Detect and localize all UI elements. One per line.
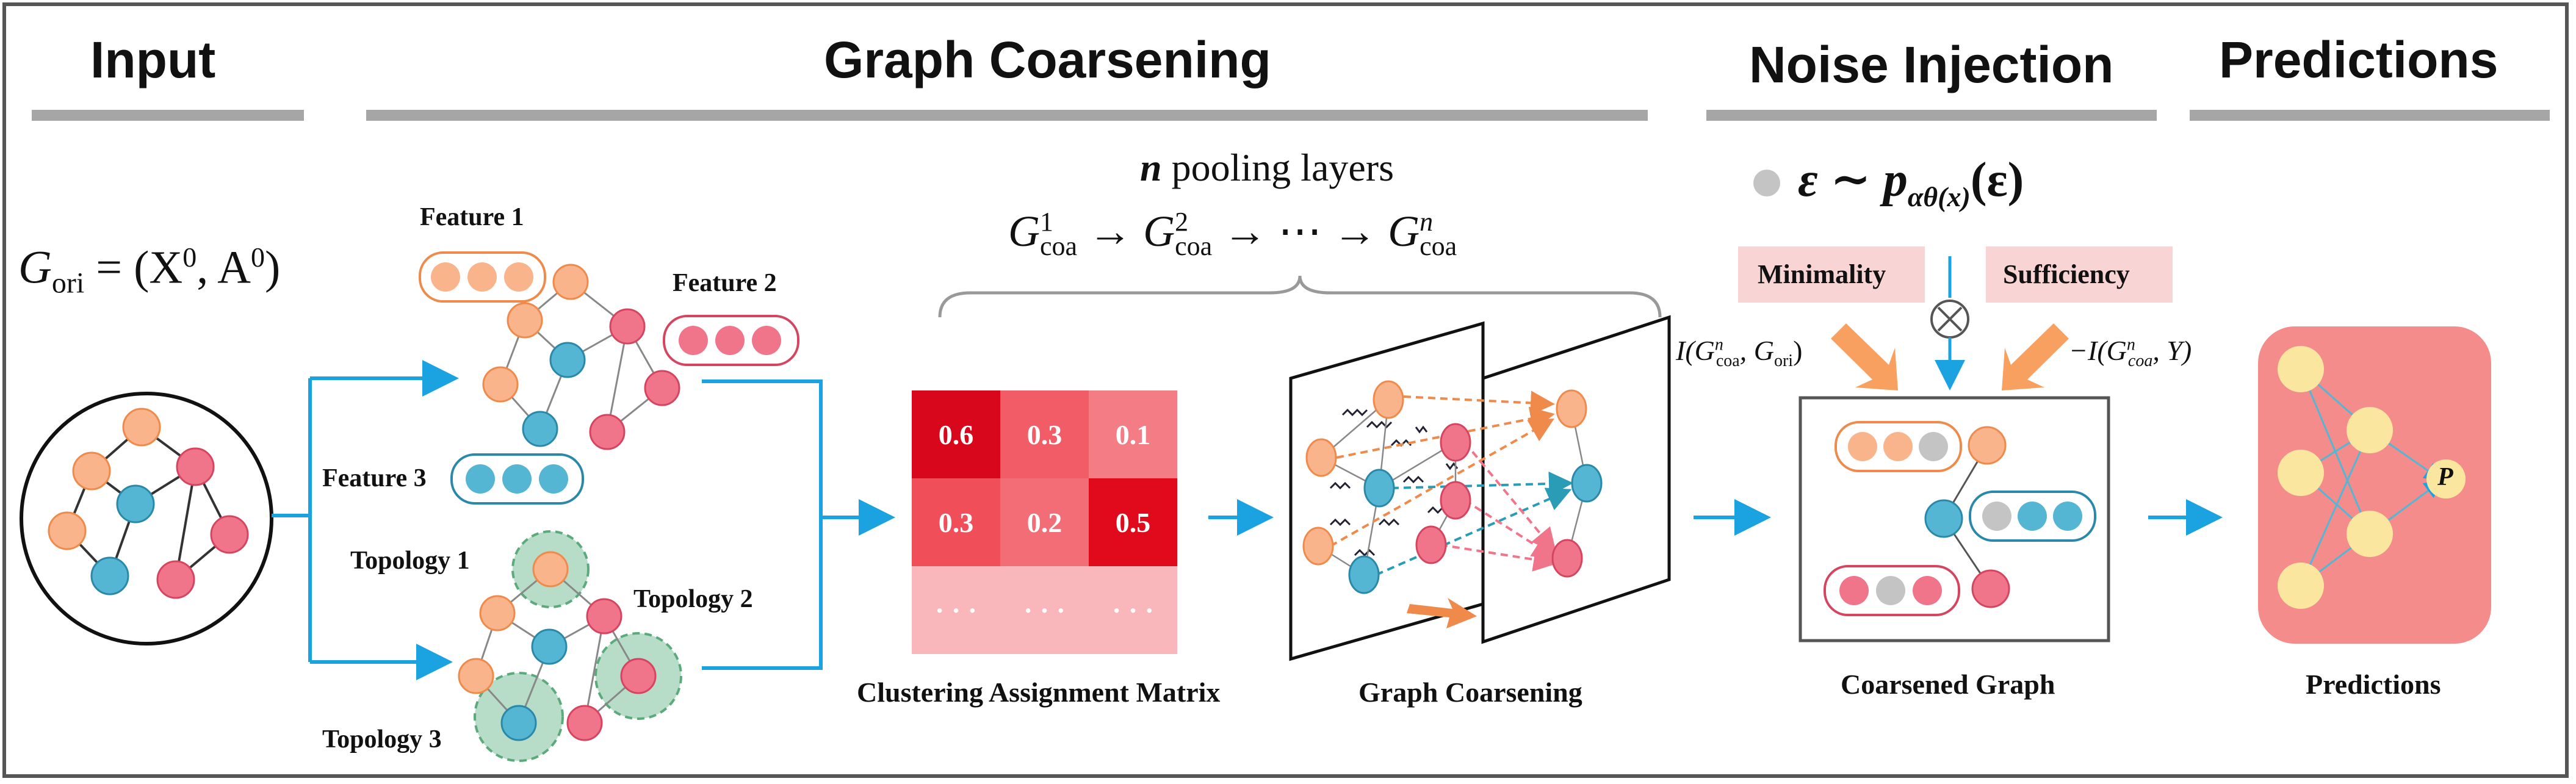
section-divider-input bbox=[32, 110, 304, 121]
mutual-info-prediction-term: −I(Gncoa, Y) bbox=[2069, 335, 2192, 371]
matrix-cell: 0.5 bbox=[1089, 478, 1177, 566]
section-divider-coarsening bbox=[366, 110, 1648, 121]
matrix-cell: 0.6 bbox=[912, 390, 1000, 478]
section-title-graph-coarsening: Graph Coarsening bbox=[824, 31, 1271, 88]
topology-graph bbox=[458, 530, 682, 762]
pooling-sequence: G1coa → G2coa → ⋯ → Gncoa bbox=[1008, 207, 1457, 262]
input-graph bbox=[20, 392, 273, 646]
topology-1-label: Topology 1 bbox=[350, 547, 470, 575]
mutual-info-compression-term: I(Gncoa, Gori) bbox=[1676, 335, 1803, 371]
branch-arrows bbox=[272, 360, 2223, 680]
matrix-cell: · · · bbox=[1089, 566, 1177, 654]
input-graph-formula: Gori = (X0, A0) bbox=[18, 242, 281, 300]
feature-2-label: Feature 2 bbox=[673, 269, 777, 297]
pooling-brace bbox=[938, 275, 1662, 318]
minimality-label: Minimality bbox=[1758, 259, 1886, 289]
prediction-network bbox=[2258, 326, 2491, 644]
matrix-cell: 0.3 bbox=[912, 478, 1000, 566]
feature-1-label: Feature 1 bbox=[420, 203, 524, 231]
feature-3-label: Feature 3 bbox=[322, 464, 427, 492]
minimality-box bbox=[1738, 246, 1925, 303]
graph-coarsening-planes bbox=[1289, 315, 1671, 661]
pooling-layers-label: n pooling layers bbox=[1140, 146, 1394, 189]
matrix-cell: · · · bbox=[912, 566, 1000, 654]
prediction-output-node-label: P bbox=[2437, 463, 2453, 491]
matrix-caption: Clustering Assignment Matrix bbox=[857, 677, 1221, 708]
predictions-caption: Predictions bbox=[2306, 669, 2441, 700]
sufficiency-label: Sufficiency bbox=[2003, 259, 2130, 289]
coarsened-graph-caption: Coarsened Graph bbox=[1841, 669, 2055, 700]
noise-distribution-formula: ε ∼ pαθ(x)(ε) bbox=[1798, 153, 2024, 212]
topology-3-label: Topology 3 bbox=[322, 725, 442, 753]
section-title-noise-injection: Noise Injection bbox=[1749, 36, 2114, 93]
section-title-input: Input bbox=[90, 31, 216, 88]
section-divider-predictions bbox=[2190, 110, 2550, 121]
topology-2-label: Topology 2 bbox=[633, 585, 753, 613]
clustering-assignment-matrix: 0.6 0.3 0.1 0.3 0.2 0.5 · · · · · · · · · bbox=[912, 390, 1178, 654]
section-divider-noise bbox=[1706, 110, 2157, 121]
matrix-cell: 0.3 bbox=[1000, 390, 1089, 478]
matrix-cell: · · · bbox=[1000, 566, 1089, 654]
section-title-predictions: Predictions bbox=[2219, 31, 2498, 88]
graph-coarsening-caption: Graph Coarsening bbox=[1358, 677, 1582, 708]
matrix-cell: 0.1 bbox=[1089, 390, 1177, 478]
feature-graph bbox=[419, 251, 799, 505]
noise-injection-diagram bbox=[1753, 170, 2110, 642]
noise-dot bbox=[1753, 170, 1780, 196]
matrix-cell: 0.2 bbox=[1000, 478, 1089, 566]
sufficiency-box bbox=[1986, 246, 2173, 303]
